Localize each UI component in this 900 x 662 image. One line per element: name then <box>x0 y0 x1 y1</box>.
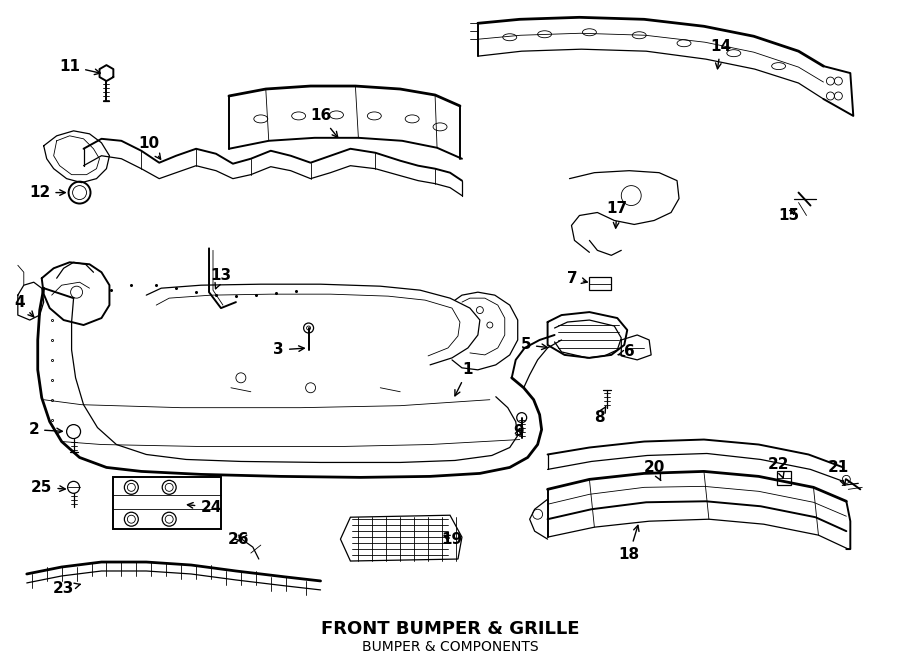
Text: 9: 9 <box>513 424 524 439</box>
Text: 3: 3 <box>274 342 304 357</box>
Text: 16: 16 <box>310 109 338 138</box>
Text: 13: 13 <box>211 267 231 289</box>
Text: 7: 7 <box>567 271 587 286</box>
Text: 1: 1 <box>454 362 473 396</box>
Text: 14: 14 <box>710 38 732 69</box>
Bar <box>590 277 611 290</box>
Bar <box>113 477 221 529</box>
Text: 24: 24 <box>187 500 221 515</box>
Text: 25: 25 <box>31 480 66 495</box>
Text: BUMPER & COMPONENTS: BUMPER & COMPONENTS <box>362 639 538 653</box>
Text: 12: 12 <box>29 185 66 200</box>
Text: 10: 10 <box>139 136 160 160</box>
Text: 4: 4 <box>14 295 34 317</box>
Text: FRONT BUMPER & GRILLE: FRONT BUMPER & GRILLE <box>320 620 580 638</box>
Text: 6: 6 <box>618 344 634 359</box>
Text: 21: 21 <box>828 460 849 485</box>
Text: 18: 18 <box>618 526 640 561</box>
Text: 8: 8 <box>594 407 606 425</box>
Text: 11: 11 <box>59 59 100 75</box>
Text: 26: 26 <box>228 532 249 547</box>
Text: 23: 23 <box>53 581 80 596</box>
Text: 22: 22 <box>768 457 789 478</box>
Text: 17: 17 <box>607 201 628 228</box>
Text: 15: 15 <box>778 208 799 223</box>
Text: 20: 20 <box>644 460 665 481</box>
Bar <box>777 471 790 485</box>
Text: 19: 19 <box>441 532 463 547</box>
Text: 5: 5 <box>520 338 547 352</box>
Text: 2: 2 <box>29 422 62 437</box>
